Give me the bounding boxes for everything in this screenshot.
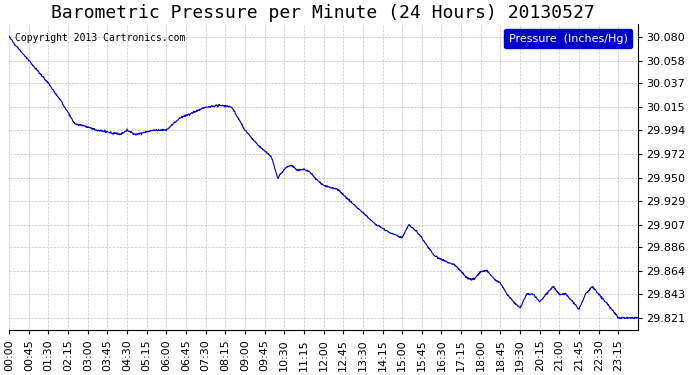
Title: Barometric Pressure per Minute (24 Hours) 20130527: Barometric Pressure per Minute (24 Hours… (52, 4, 595, 22)
Text: Copyright 2013 Cartronics.com: Copyright 2013 Cartronics.com (15, 33, 186, 43)
Legend: Pressure  (Inches/Hg): Pressure (Inches/Hg) (504, 29, 632, 48)
